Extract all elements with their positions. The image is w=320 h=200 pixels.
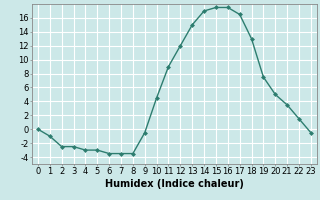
X-axis label: Humidex (Indice chaleur): Humidex (Indice chaleur) xyxy=(105,179,244,189)
